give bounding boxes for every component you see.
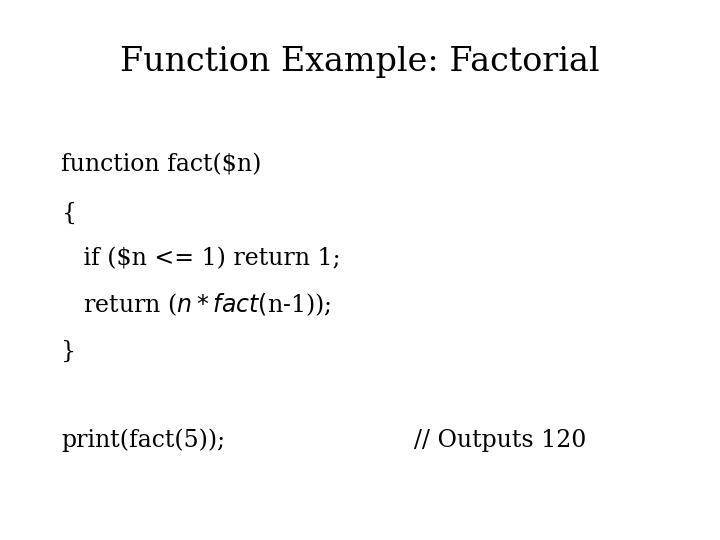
Text: return ($n * fact($n-1));: return ($n * fact($n-1)); (61, 292, 331, 319)
Text: print(fact(5));: print(fact(5)); (61, 428, 225, 452)
Text: {: { (61, 202, 76, 225)
Text: if ($n <= 1) return 1;: if ($n <= 1) return 1; (61, 248, 341, 271)
Text: function fact($n): function fact($n) (61, 153, 261, 176)
Text: // Outputs 120: // Outputs 120 (414, 429, 586, 451)
Text: }: } (61, 340, 76, 362)
Text: Function Example: Factorial: Function Example: Factorial (120, 46, 600, 78)
